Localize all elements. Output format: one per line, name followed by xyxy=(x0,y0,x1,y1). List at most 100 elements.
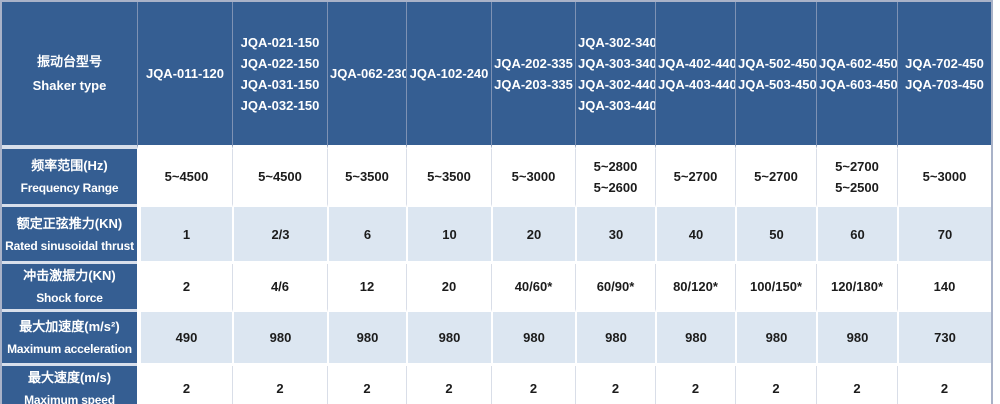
value-cell: 5~2700 xyxy=(735,149,816,207)
value-cell: 2 xyxy=(137,264,232,312)
value-cell: 980 xyxy=(327,312,406,366)
model-number: JQA-302-440 xyxy=(578,76,655,92)
corner-label-zh: 振动台型号 xyxy=(36,53,102,69)
header-row: 振动台型号 Shaker type JQA-011-120 JQA-021-150 JQ… xyxy=(2,2,991,149)
value-cell: 730 xyxy=(897,312,991,366)
value-cell: 5~4500 xyxy=(137,149,232,207)
value-cell: 5~4500 xyxy=(232,149,327,207)
model-number: JQA-702-450 xyxy=(905,55,984,71)
value-cell: 100/150* xyxy=(735,264,816,312)
model-number: JQA-031-150 xyxy=(240,76,320,92)
row-header-zh: 最大加速度(m/s²) xyxy=(19,319,120,334)
value-cell: 2 xyxy=(897,366,991,404)
row-header-cell: 最大速度(m/s) Maximum speed xyxy=(2,366,137,404)
column-header-cell: JQA-021-150 JQA-022-150 JQA-031-150 JQA-032… xyxy=(232,2,327,149)
model-number: JQA-503-450 xyxy=(738,76,816,92)
value-cell: 80/120* xyxy=(655,264,735,312)
model-number: JQA-011-120 xyxy=(145,66,225,81)
value-cell: 2 xyxy=(137,366,232,404)
model-number: JQA-062-230 xyxy=(330,66,406,81)
value-cell: 4/6 xyxy=(232,264,327,312)
row-header-cell: 冲击激振力(KN) Shock force xyxy=(2,264,137,312)
column-header-cell: JQA-062-230 xyxy=(327,2,406,149)
value-cell: 12 xyxy=(327,264,406,312)
row-header-cell: 额定正弦推力(KN) Rated sinusoidal thrust xyxy=(2,207,137,264)
value-cell: 980 xyxy=(655,312,735,366)
value-cell: 980 xyxy=(575,312,655,366)
row-header-en: Shock force xyxy=(36,291,103,305)
value-cell: 40 xyxy=(655,207,735,264)
value-cell: 2/3 xyxy=(232,207,327,264)
column-header-cell: JQA-502-450 JQA-503-450 xyxy=(735,2,816,149)
spec-row: 冲击激振力(KN) Shock force 2 4/6 12 20 40/60* 60/90*… xyxy=(2,264,991,312)
column-header-cell: JQA-102-240 xyxy=(406,2,491,149)
value-cell: 50 xyxy=(735,207,816,264)
value-cell: 5~2700 5~2500 xyxy=(816,149,897,207)
row-header-zh: 额定正弦推力(KN) xyxy=(16,215,123,231)
model-number: JQA-022-150 xyxy=(240,55,320,71)
spec-table-head: 振动台型号 Shaker type JQA-011-120 JQA-021-150 JQ… xyxy=(2,2,991,149)
value-cell: 2 xyxy=(491,366,575,404)
column-header-cell: JQA-011-120 xyxy=(137,2,232,149)
value-cell: 40/60* xyxy=(491,264,575,312)
model-number: JQA-703-450 xyxy=(905,76,984,92)
model-number: JQA-403-440 xyxy=(658,76,735,92)
column-header-cell: JQA-402-440 JQA-403-440 xyxy=(655,2,735,149)
model-number: JQA-032-150 xyxy=(240,97,320,113)
column-header-cell: JQA-602-450 JQA-603-450 xyxy=(816,2,897,149)
value-cell: 5~3500 xyxy=(327,149,406,207)
value-cell: 980 xyxy=(491,312,575,366)
value-cell: 490 xyxy=(137,312,232,366)
row-header-zh: 最大速度(m/s) xyxy=(27,370,112,385)
row-header-en: Rated sinusoidal thrust xyxy=(5,238,134,253)
model-number: JQA-602-450 xyxy=(819,55,897,71)
value-cell: 980 xyxy=(816,312,897,366)
row-header-en: Maximum speed xyxy=(24,393,115,404)
row-header-en: Frequency Range xyxy=(20,181,119,195)
column-header-cell: JQA-202-335 JQA-203-335 xyxy=(491,2,575,149)
corner-label-en: Shaker type xyxy=(32,77,107,93)
value-cell: 140 xyxy=(897,264,991,312)
corner-header-cell: 振动台型号 Shaker type xyxy=(2,2,137,149)
value-cell: 5~3500 xyxy=(406,149,491,207)
row-header-zh: 频率范围(Hz) xyxy=(31,158,108,173)
value-cell: 30 xyxy=(575,207,655,264)
value-cell: 2 xyxy=(655,366,735,404)
model-number: JQA-303-340 xyxy=(578,55,655,71)
value-cell: 2 xyxy=(232,366,327,404)
value-cell: 5~2700 xyxy=(655,149,735,207)
value-cell: 70 xyxy=(897,207,991,264)
value-cell: 60 xyxy=(816,207,897,264)
spec-row: 最大加速度(m/s²) Maximum acceleration 490 980 980… xyxy=(2,312,991,366)
model-number: JQA-502-450 xyxy=(738,55,816,71)
column-header-cell: JQA-302-340 JQA-303-340 JQA-302-440 JQA-303… xyxy=(575,2,655,149)
value-cell: 2 xyxy=(575,366,655,404)
value-cell: 980 xyxy=(232,312,327,366)
value-cell: 5~2800 5~2600 xyxy=(575,149,655,207)
spec-table-body: 频率范围(Hz) Frequency Range 5~4500 5~4500 5~350… xyxy=(2,149,991,404)
value-cell: 5~3000 xyxy=(897,149,991,207)
value-cell: 980 xyxy=(406,312,491,366)
value-cell: 6 xyxy=(327,207,406,264)
model-number: JQA-302-340 xyxy=(578,34,655,50)
row-header-cell: 频率范围(Hz) Frequency Range xyxy=(2,149,137,207)
model-number: JQA-603-450 xyxy=(819,76,897,92)
spec-row: 频率范围(Hz) Frequency Range 5~4500 5~4500 5~350… xyxy=(2,149,991,207)
value-cell: 10 xyxy=(406,207,491,264)
row-header-cell: 最大加速度(m/s²) Maximum acceleration xyxy=(2,312,137,366)
value-cell: 2 xyxy=(735,366,816,404)
value-cell: 5~3000 xyxy=(491,149,575,207)
model-number: JQA-402-440 xyxy=(658,55,735,71)
value-cell: 2 xyxy=(327,366,406,404)
value-cell: 1 xyxy=(137,207,232,264)
model-number: JQA-202-335 xyxy=(494,55,573,71)
value-cell: 980 xyxy=(735,312,816,366)
value-cell: 20 xyxy=(491,207,575,264)
model-number: JQA-303-440 xyxy=(578,97,655,113)
value-cell: 60/90* xyxy=(575,264,655,312)
value-cell: 20 xyxy=(406,264,491,312)
row-header-en: Maximum acceleration xyxy=(7,342,132,356)
row-header-zh: 冲击激振力(KN) xyxy=(23,268,116,283)
model-number: JQA-203-335 xyxy=(494,76,573,92)
